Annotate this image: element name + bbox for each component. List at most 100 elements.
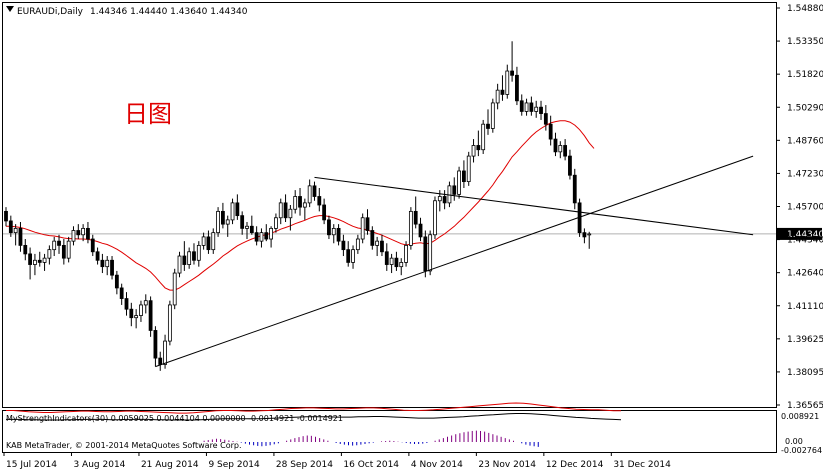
candle (515, 66, 519, 106)
candle (495, 83, 500, 110)
candle (404, 241, 408, 267)
symbol-menu-icon[interactable] (6, 6, 14, 12)
candle (23, 239, 28, 261)
candle (288, 205, 293, 231)
indicator-label: MyStrengthIndicators(30) 0.0059025 0.004… (6, 414, 343, 423)
candle (524, 98, 529, 116)
candle-body-up (201, 236, 206, 246)
candle (346, 241, 351, 267)
candle-body-up (331, 227, 336, 236)
candle (66, 236, 71, 263)
candle (548, 115, 553, 146)
candle-body-up (524, 102, 529, 112)
candle (365, 209, 370, 235)
candle-body-down (28, 253, 33, 265)
candle (148, 296, 153, 337)
price-axis: 1.54880 1.53350 1.51820 1.50290 1.48760 1.472… (776, 4, 823, 411)
candle (139, 300, 143, 322)
indicator-line-b (6, 413, 622, 421)
candle (399, 258, 404, 276)
candle (235, 194, 240, 220)
candle-body-down (510, 70, 515, 76)
candle-body-up (408, 210, 413, 246)
candle (245, 222, 249, 240)
candle-body-down (192, 251, 196, 261)
candle (543, 105, 548, 131)
candle-body-down (182, 255, 187, 265)
candle-body-up (13, 227, 18, 234)
candle (33, 253, 37, 276)
candle-body-down (90, 238, 95, 253)
candle (13, 224, 18, 246)
candle-body-up (196, 244, 201, 261)
candle-body-up (471, 145, 476, 157)
candle (182, 241, 187, 271)
candle-body-down (548, 123, 553, 140)
candle-body-down (572, 174, 577, 204)
candle (269, 226, 274, 248)
candle (519, 94, 524, 116)
candle (172, 268, 177, 310)
candle-body-up (505, 70, 510, 95)
candle-body-up (105, 259, 110, 268)
candle (153, 326, 158, 367)
candle (134, 309, 139, 329)
candle-body-up (259, 232, 264, 242)
candle-body-up (307, 185, 312, 204)
candle (413, 196, 418, 229)
price-tick-label: 1.48760 (787, 136, 823, 146)
candle-body-down (322, 204, 327, 221)
candle (307, 179, 312, 208)
candle-body-up (134, 315, 139, 319)
candle (486, 109, 490, 135)
candle-body-down (418, 223, 423, 238)
candle-body-down (240, 215, 245, 229)
candle-body-down (486, 123, 490, 129)
candle-body-down (384, 251, 389, 265)
candle-body-down (515, 74, 519, 102)
candle-body-up (172, 272, 177, 306)
candle (42, 253, 47, 271)
candle-body-up (187, 251, 192, 265)
symbol-label: EURAUDi,Daily (17, 7, 84, 17)
candle-body-down (365, 217, 370, 231)
candle-body-up (447, 185, 452, 204)
candle-body-up (351, 249, 355, 263)
candle (582, 228, 587, 244)
candle-body-down (452, 185, 457, 195)
candle-body-up (278, 202, 283, 219)
candle (389, 253, 394, 274)
candle (28, 247, 33, 280)
date-tick-label: 12 Dec 2014 (546, 460, 604, 470)
candle-body-up (42, 257, 47, 263)
candle (119, 283, 124, 305)
candle (278, 198, 283, 225)
candle (201, 232, 206, 250)
candle (61, 239, 66, 265)
candle (264, 224, 269, 242)
copyright-text: KAB MetaTrader, © 2001-2014 MetaQuotes S… (6, 441, 242, 450)
candle (4, 207, 8, 227)
date-tick-label: 23 Nov 2014 (478, 460, 536, 470)
candle-body-down (553, 138, 558, 153)
candle (457, 166, 461, 199)
candle-body-up (495, 89, 500, 104)
candle-body-down (394, 257, 399, 268)
candle (433, 196, 437, 240)
candle (452, 177, 457, 201)
candle (167, 300, 172, 346)
candle (408, 207, 413, 250)
price-tick-label: 1.47230 (787, 169, 823, 179)
candle (336, 224, 341, 246)
candle-body-up (587, 233, 592, 236)
date-tick-label: 28 Sep 2014 (276, 460, 333, 470)
date-tick-label: 16 Oct 2014 (343, 460, 399, 470)
candle (341, 234, 346, 257)
candle-body-up (360, 217, 365, 240)
candle-body-down (57, 240, 61, 246)
candle (394, 251, 399, 271)
candle-body-down (519, 100, 524, 112)
candle (572, 168, 577, 210)
candle-body-up (274, 217, 278, 229)
